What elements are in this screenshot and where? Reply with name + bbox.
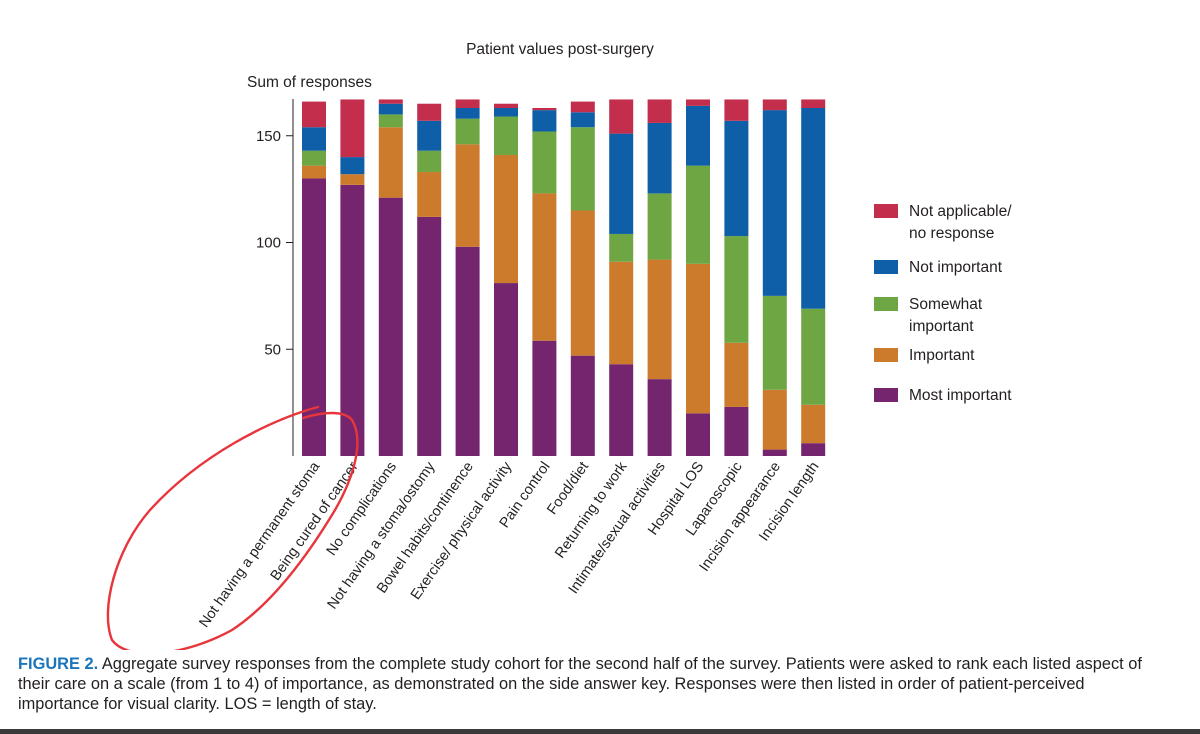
bar-segment [762,449,787,456]
bar-segment [570,210,595,356]
bar-segment [417,172,442,217]
bar-segment [302,127,326,151]
y-axis: 50 100 150 [256,99,294,456]
legend-swatch [874,348,898,362]
bar-segment [494,154,518,284]
legend-label: important [909,318,974,335]
figure-chart: Patient values post-surgery Sum of respo… [106,41,1012,650]
bar-segment [686,165,710,264]
legend: Not applicable/no response Not important S… [874,203,1012,404]
bar-segment [801,99,826,108]
bar-segment [378,99,403,104]
bar-segment [455,246,480,456]
bar-segment [340,174,365,185]
bar-segment [378,103,403,115]
bar-segment [762,110,787,296]
bar-segment [724,99,749,121]
red-annotation-loop [106,405,359,650]
bar-segment [801,107,826,309]
bar-segment [302,150,326,166]
bar-segment [417,103,442,121]
bar-segment [417,120,442,151]
figure-caption: FIGURE 2. Aggregate survey responses fro… [18,654,1168,714]
bar-segment [455,107,480,119]
bar-segment [724,236,749,343]
bar-segment [647,122,672,194]
caption-text: Aggregate survey responses from the comp… [18,655,1142,713]
bar-segment [724,120,749,237]
figure-label: FIGURE 2. [18,655,99,673]
bar-segment [340,99,365,158]
bar-segment [570,112,595,128]
bar-segment [686,413,710,456]
bar-segment [455,118,480,145]
bar-segment [647,259,672,380]
bar-segment [686,263,710,414]
y-tick-label: 100 [256,235,281,252]
y-tick-label: 150 [256,128,281,145]
bar-segment [494,283,518,456]
y-axis-label: Sum of responses [247,74,372,91]
bar-segment [801,308,826,405]
legend-label: Somewhat [909,296,983,313]
bar-segment [532,110,557,132]
bar-segment [532,131,557,194]
legend-swatch [874,388,898,402]
bar-segment [532,107,557,111]
legend-label: Important [909,347,975,364]
bar-segment [686,99,710,106]
bar-segment [378,114,403,128]
bar-segment [762,389,787,450]
bar-segment [570,101,595,113]
bar-segment [532,193,557,341]
bar-segment [378,127,403,198]
bar-segment [724,406,749,456]
bar-segment [762,99,787,111]
bar-segment [609,261,634,365]
legend-label: Not important [909,259,1003,276]
legend-swatch [874,297,898,311]
bar-segment [417,216,442,456]
bar-segment [762,295,787,390]
bar-segment [455,99,480,108]
bar-segment [532,340,557,456]
legend-label: Most important [909,387,1012,404]
legend-label: Not applicable/ [909,203,1012,220]
bar-segment [494,116,518,155]
bar-segment [647,193,672,260]
legend-label: no response [909,225,994,242]
bar-segment [570,355,595,456]
bar-segment [609,99,634,134]
bars-group [302,99,826,457]
y-tick-label: 50 [264,341,281,358]
bar-segment [302,165,326,179]
bar-segment [494,107,518,117]
bar-segment [724,342,749,407]
bar-segment [417,150,442,173]
bar-segment [340,184,365,457]
legend-swatch [874,260,898,274]
bar-segment [455,144,480,247]
bar-segment [647,379,672,456]
bottom-divider [0,729,1200,734]
bar-segment [302,101,326,128]
bar-segment [570,127,595,211]
legend-swatch [874,204,898,218]
bar-segment [609,364,634,456]
bar-segment [647,99,672,123]
bar-segment [801,443,826,456]
bar-segment [686,105,710,166]
bar-segment [609,233,634,262]
bar-segment [609,133,634,234]
bar-segment [494,103,518,108]
bar-segment [378,197,403,457]
chart-title: Patient values post-surgery [466,41,654,58]
bar-segment [801,404,826,444]
bar-segment [340,157,365,175]
